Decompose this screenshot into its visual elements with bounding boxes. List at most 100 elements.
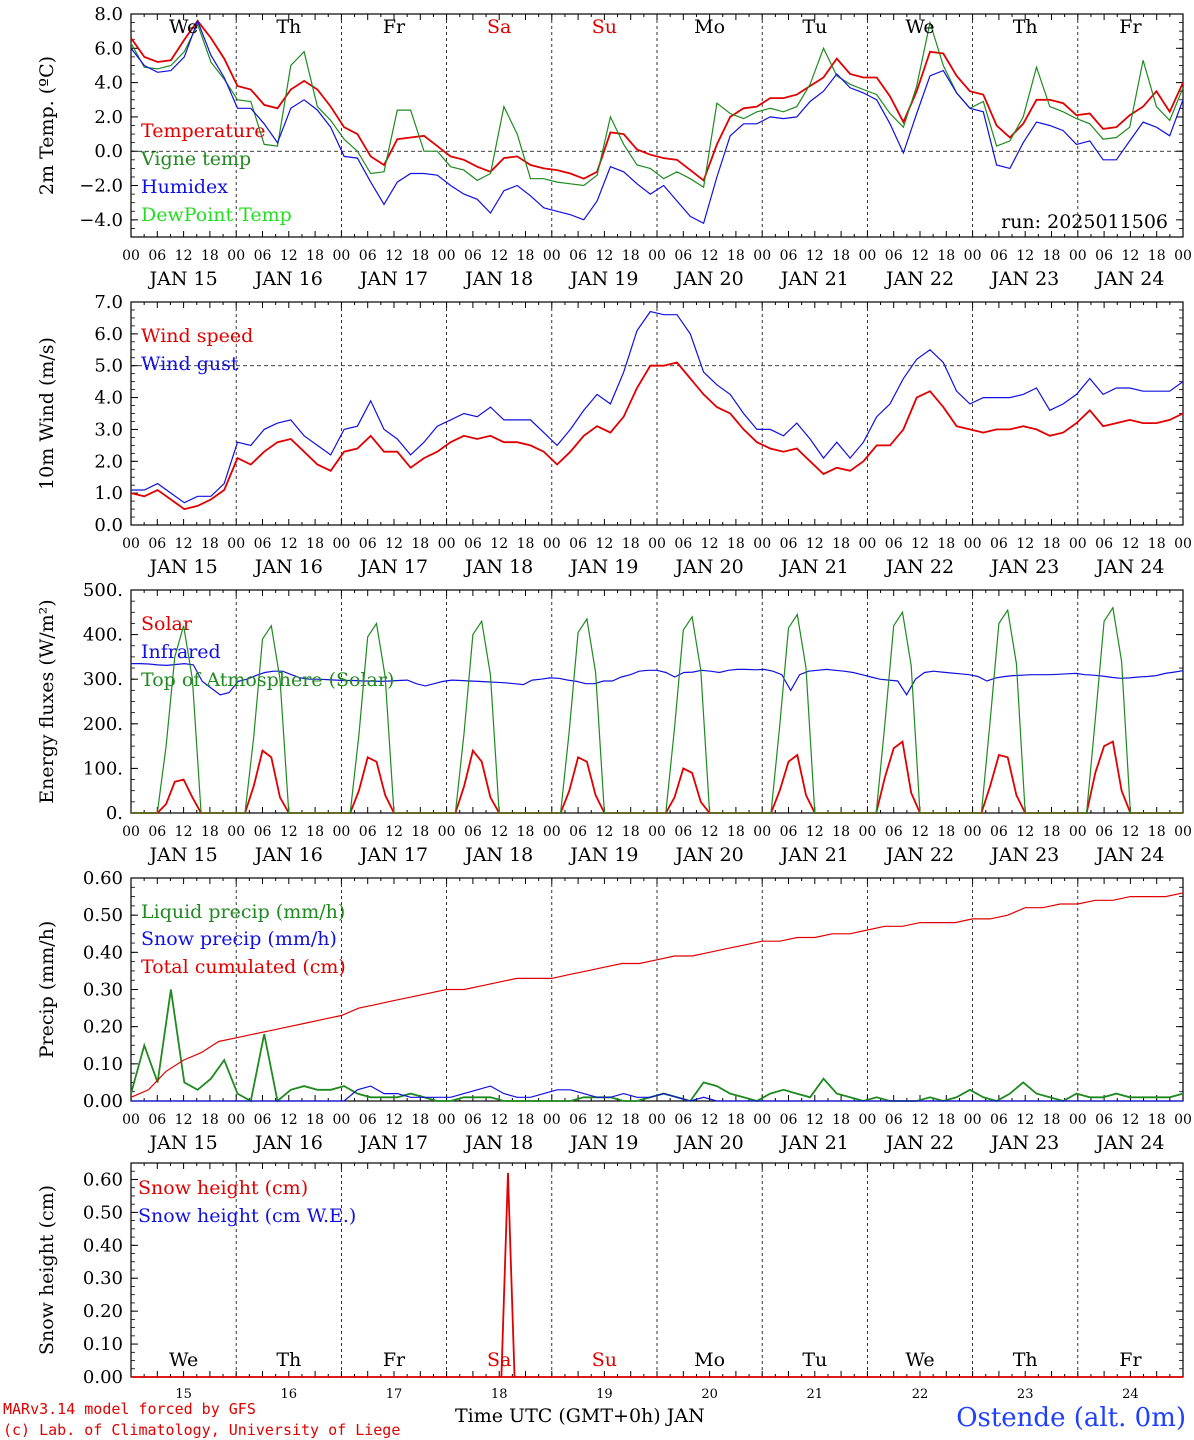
y-tick-label: 100. (83, 758, 123, 779)
hour-tick-label: 12 (280, 824, 298, 840)
y-tick-label: −2.0 (79, 176, 123, 197)
hour-tick-label: 12 (911, 824, 929, 840)
legend-entry: Snow height (cm) (138, 1177, 308, 1199)
hour-tick-label: 06 (1095, 248, 1113, 264)
hour-tick-label: 18 (1043, 824, 1061, 840)
date-label: JAN 15 (148, 1132, 218, 1154)
hour-tick-label: 00 (753, 1112, 771, 1128)
hour-tick-label: 06 (254, 824, 272, 840)
hour-tick-label: 18 (306, 536, 324, 552)
date-label: JAN 21 (779, 844, 849, 866)
hour-tick-label: 00 (227, 824, 245, 840)
legend-entry: Liquid precip (mm/h) (141, 901, 345, 923)
legend-entry: Total cumulated (cm) (141, 956, 346, 978)
y-tick-label: 500. (83, 580, 123, 601)
hour-tick-label: 00 (753, 536, 771, 552)
legend-entry: Wind gust (141, 353, 239, 375)
y-tick-label: 0. (106, 803, 123, 824)
hour-tick-label: 18 (727, 536, 745, 552)
hour-tick-label: 06 (464, 536, 482, 552)
hour-tick-label: 06 (674, 1112, 692, 1128)
date-label: JAN 21 (779, 1132, 849, 1154)
y-tick-label: 0.20 (83, 1301, 123, 1322)
hour-tick-label: 12 (175, 248, 193, 264)
hour-tick-label: 06 (254, 1112, 272, 1128)
hour-tick-label: 06 (885, 1112, 903, 1128)
hour-tick-label: 12 (385, 536, 403, 552)
hour-tick-label: 06 (885, 824, 903, 840)
hour-tick-label: 06 (359, 536, 377, 552)
y-tick-label: 0.60 (83, 868, 123, 889)
hour-tick-label: 12 (1121, 824, 1139, 840)
date-label: JAN 22 (884, 556, 954, 578)
bottom-date-label: 19 (596, 1387, 613, 1402)
y-tick-label: 300. (83, 669, 123, 690)
hour-tick-label: 00 (122, 248, 140, 264)
hour-tick-label: 18 (832, 248, 850, 264)
panel-3: 500. 400. 300. 200. 100. 0. Energy fluxes (W/m… (36, 580, 1192, 866)
day-name: Th (276, 1349, 301, 1371)
date-label: JAN 18 (463, 1132, 533, 1154)
hour-tick-label: 12 (911, 536, 929, 552)
hour-tick-label: 18 (306, 824, 324, 840)
hour-tick-label: 12 (1016, 248, 1034, 264)
hour-tick-label: 06 (885, 248, 903, 264)
legend-entry: Snow precip (mm/h) (141, 928, 337, 950)
hour-tick-label: 06 (780, 248, 798, 264)
date-label: JAN 23 (989, 556, 1059, 578)
hour-tick-label: 06 (1095, 536, 1113, 552)
hour-tick-label: 06 (990, 248, 1008, 264)
bottom-date-label: 18 (491, 1387, 508, 1402)
hour-tick-label: 00 (543, 248, 561, 264)
hour-tick-label: 00 (648, 536, 666, 552)
date-label: JAN 18 (463, 268, 533, 290)
hour-tick-label: 18 (937, 824, 955, 840)
y-tick-label: 0.00 (83, 1367, 123, 1388)
series-line-1 (130, 20, 1184, 189)
hour-tick-label: 00 (332, 824, 350, 840)
hour-tick-label: 18 (937, 536, 955, 552)
y-tick-label: 0.00 (83, 1091, 123, 1112)
y-tick-label: 0.30 (83, 1268, 123, 1289)
series-line-2 (131, 606, 1183, 814)
hour-tick-label: 12 (595, 536, 613, 552)
hour-tick-label: 18 (727, 248, 745, 264)
hour-tick-label: 00 (1069, 824, 1087, 840)
hour-tick-label: 18 (727, 1112, 745, 1128)
hour-tick-label: 00 (438, 536, 456, 552)
hour-tick-label: 00 (438, 824, 456, 840)
y-tick-label: 0.0 (94, 141, 123, 162)
hour-tick-label: 06 (148, 248, 166, 264)
hour-tick-label: 18 (517, 1112, 535, 1128)
date-label: JAN 16 (253, 556, 323, 578)
date-label: JAN 16 (253, 1132, 323, 1154)
hour-tick-label: 18 (937, 248, 955, 264)
plot-frame (130, 301, 1184, 526)
hour-tick-label: 00 (858, 248, 876, 264)
y-tick-label: 3.0 (94, 419, 123, 440)
series-spike (500, 1172, 516, 1378)
hour-tick-label: 00 (964, 1112, 982, 1128)
hour-tick-label: 12 (701, 824, 719, 840)
hour-tick-label: 18 (622, 824, 640, 840)
hour-tick-label: 12 (1121, 248, 1139, 264)
hour-tick-label: 06 (885, 536, 903, 552)
bottom-date-label: 15 (175, 1387, 192, 1402)
legend-entry: Vigne temp (140, 148, 251, 170)
day-name: Th (1013, 1349, 1038, 1371)
hour-tick-label: 12 (806, 248, 824, 264)
date-label: JAN 20 (674, 1132, 744, 1154)
day-name: We (169, 1349, 198, 1371)
y-tick-label: 0.50 (83, 1202, 123, 1223)
hour-tick-label: 12 (806, 536, 824, 552)
date-label: JAN 20 (674, 844, 744, 866)
hour-tick-label: 18 (201, 536, 219, 552)
day-name: Fr (383, 16, 406, 38)
bottom-date-label: 20 (701, 1387, 718, 1402)
date-label: JAN 16 (253, 268, 323, 290)
day-name: Mo (694, 1349, 725, 1371)
legend-entry: DewPoint Temp (141, 204, 292, 226)
y-tick-label: 0.20 (83, 1017, 123, 1038)
day-name: Su (592, 1349, 617, 1371)
date-label: JAN 15 (148, 556, 218, 578)
